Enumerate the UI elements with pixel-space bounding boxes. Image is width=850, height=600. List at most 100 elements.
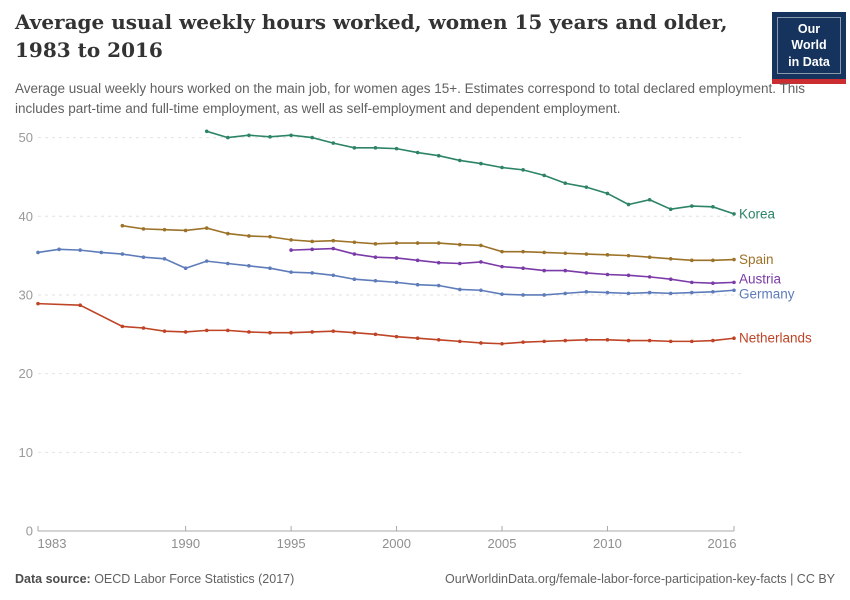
data-point [605, 253, 610, 257]
data-point [331, 141, 336, 145]
data-point [605, 290, 610, 295]
data-point [732, 336, 736, 341]
data-point [690, 204, 694, 208]
data-point [668, 277, 673, 282]
x-axis-tick-label: 2016 [708, 536, 737, 551]
series-line-austria[interactable] [291, 247, 735, 284]
data-point [479, 260, 483, 264]
data-point [289, 270, 293, 274]
y-axis-tick-label: 10 [19, 445, 33, 460]
data-point [458, 261, 462, 266]
data-point [141, 255, 146, 259]
data-point [120, 324, 125, 329]
y-axis-tick-label: 0 [26, 524, 33, 539]
data-point [458, 339, 462, 344]
data-point [668, 339, 673, 344]
data-point [500, 165, 504, 170]
data-point [310, 330, 314, 334]
x-axis-tick-label: 1995 [277, 536, 306, 551]
data-point [732, 288, 736, 293]
data-point [415, 241, 420, 245]
data-point [141, 227, 146, 231]
owid-logo[interactable]: Our World in Data [772, 12, 846, 84]
data-point [415, 336, 420, 341]
data-point [542, 293, 546, 297]
data-point [626, 253, 631, 258]
series-line-netherlands[interactable] [37, 302, 735, 345]
series-label-korea[interactable]: Korea [739, 206, 776, 221]
series-line-spain[interactable] [122, 224, 735, 262]
chart-title: Average usual weekly hours worked, women… [15, 10, 728, 63]
series-label-netherlands[interactable]: Netherlands [739, 331, 812, 346]
attribution-link[interactable]: OurWorldinData.org/female-labor-force-pa… [445, 572, 835, 586]
data-point [711, 205, 715, 209]
data-point [668, 207, 673, 211]
x-axis-tick-label: 2010 [593, 536, 622, 551]
data-point [605, 338, 610, 342]
data-point [99, 250, 104, 255]
data-point [36, 250, 40, 255]
data-point [373, 146, 378, 150]
data-point [141, 326, 146, 330]
data-point [247, 264, 251, 268]
owid-logo-text: Our World in Data [777, 17, 841, 74]
owid-logo-line1: Our World [791, 22, 827, 53]
series-label-germany[interactable]: Germany [739, 286, 795, 301]
data-point [78, 303, 82, 307]
series-line-germany[interactable] [37, 248, 735, 296]
data-point [226, 328, 230, 333]
series-line-korea[interactable] [206, 130, 735, 215]
owid-logo-red-bar [772, 78, 846, 84]
data-point [563, 291, 568, 296]
data-point [458, 287, 462, 292]
data-point [690, 290, 694, 295]
data-point [394, 280, 399, 285]
data-point [479, 341, 483, 345]
series-label-austria[interactable]: Austria [739, 271, 782, 286]
data-point [732, 212, 736, 216]
data-point [711, 290, 715, 294]
data-point [352, 277, 357, 282]
data-point [352, 252, 357, 256]
data-point [563, 181, 568, 186]
data-point [331, 273, 336, 278]
data-point [331, 329, 336, 333]
data-point [352, 146, 357, 150]
data-point [352, 240, 357, 245]
data-point [626, 273, 631, 278]
y-axis-tick-label: 50 [19, 130, 33, 145]
data-point [289, 133, 293, 138]
data-point [521, 249, 525, 254]
data-point [521, 168, 525, 172]
data-point [479, 288, 483, 293]
data-point [183, 228, 188, 233]
data-point [394, 241, 399, 245]
data-point [500, 292, 504, 296]
data-point [204, 259, 209, 263]
data-point [521, 266, 525, 271]
data-point [36, 301, 40, 306]
data-point [226, 261, 230, 266]
data-point [647, 255, 652, 259]
data-point [542, 268, 546, 273]
data-point [289, 330, 293, 335]
data-point [394, 256, 399, 260]
data-point [458, 242, 462, 247]
data-point [289, 238, 293, 242]
data-point [732, 280, 736, 285]
series-label-spain[interactable]: Spain [739, 252, 774, 267]
data-point [584, 271, 589, 275]
data-point [647, 338, 652, 343]
data-point [268, 135, 272, 139]
data-point [436, 260, 441, 265]
data-point [120, 223, 125, 228]
data-point [373, 332, 378, 337]
y-axis-tick-label: 30 [19, 287, 33, 302]
data-point [373, 255, 378, 259]
data-point [605, 272, 610, 277]
data-point [690, 339, 694, 344]
chart-subtitle: Average usual weekly hours worked on the… [15, 81, 806, 117]
data-point [183, 266, 188, 271]
data-point [584, 338, 589, 342]
